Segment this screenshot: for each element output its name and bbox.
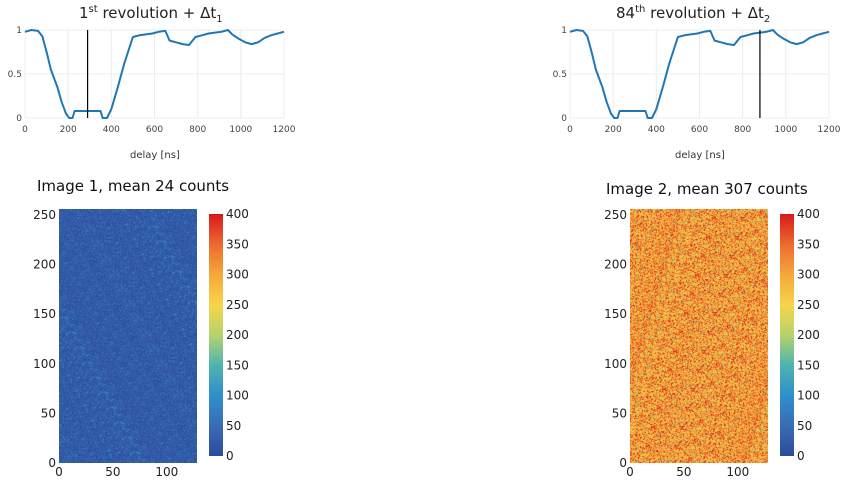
title-sub: 2 [763, 14, 771, 25]
title-sub: 1 [216, 14, 223, 25]
colorbar-tick-label: 150 [226, 358, 249, 372]
colorbar-tick-label: 350 [226, 237, 249, 251]
x-tick-label: 1000 [229, 125, 252, 135]
colorbar-tick-label: 350 [797, 237, 820, 251]
heatmap-2-title: Image 2, mean 307 counts [606, 180, 808, 198]
line-chart-2: 0 200 400 600 800 1000 1200 0 0.5 1 [553, 26, 841, 135]
heatmap-1-axes: 0 50 100 0 50 100 150 200 250 0 50 100 150 200 250 300 3… [33, 207, 249, 479]
x-tick-label: 600 [691, 125, 708, 135]
heatmap-2-axes: 0 50 100 0 50 100 150 200 250 0 50 100 150 200 250 300 3… [604, 207, 820, 479]
x-tick-label: 600 [146, 125, 163, 135]
y-tick-label: 50 [41, 406, 56, 420]
x-tick-label: 400 [648, 125, 665, 135]
y-tick-label: 250 [33, 208, 56, 222]
colorbar-tick-label: 50 [797, 419, 812, 433]
series-line [569, 29, 830, 119]
colorbar-tick-label: 100 [797, 389, 820, 403]
x-tick-label: 0 [567, 125, 573, 135]
heatmap-1-image [59, 209, 197, 463]
x-tick-label: 0 [22, 125, 28, 135]
x-tick-label: 0 [55, 465, 63, 479]
y-tick-label: 0 [16, 114, 22, 124]
y-tick-label: 0 [561, 114, 567, 124]
x-tick-label: 200 [605, 125, 622, 135]
series-line [24, 29, 285, 119]
y-tick-label: 150 [33, 307, 56, 321]
colorbar-tick-label: 200 [797, 328, 820, 342]
colorbar-tick-label: 200 [226, 328, 249, 342]
x-tick-label: 1200 [273, 125, 296, 135]
y-tick-label: 200 [33, 258, 56, 272]
x-tick-label: 800 [189, 125, 206, 135]
colorbar [780, 214, 794, 456]
y-tick-label: 100 [604, 357, 627, 371]
colorbar [209, 214, 223, 456]
x-tick-label: 1200 [818, 125, 841, 135]
colorbar-tick-label: 0 [226, 449, 234, 463]
colorbar-tick-label: 300 [797, 268, 820, 282]
y-tick-label: 0.5 [8, 70, 22, 80]
x-tick-label: 400 [103, 125, 120, 135]
line-chart-2-title: 84th revolution + Δt2 [616, 4, 770, 25]
x-tick-label: 1000 [774, 125, 797, 135]
colorbar-tick-label: 100 [226, 389, 249, 403]
title-main: 84 [616, 4, 636, 22]
line-chart-1-xlabel: delay [ns] [130, 150, 180, 161]
y-tick-label: 1 [16, 26, 22, 36]
y-tick-label: 0.5 [553, 70, 567, 80]
line-chart-1: 0 200 400 600 800 1000 1200 0 0.5 1 [8, 26, 296, 135]
y-tick-label: 0 [48, 456, 56, 470]
heatmap-1-title: Image 1, mean 24 counts [37, 177, 230, 195]
x-tick-label: 50 [105, 465, 120, 479]
y-tick-label: 1 [561, 26, 567, 36]
heatmap-2-image [630, 209, 768, 463]
y-tick-label: 50 [612, 406, 627, 420]
colorbar-tick-label: 50 [226, 419, 241, 433]
x-tick-label: 0 [626, 465, 634, 479]
colorbar-tick-label: 400 [797, 207, 820, 221]
x-tick-label: 200 [60, 125, 77, 135]
y-tick-label: 100 [33, 357, 56, 371]
x-tick-label: 800 [734, 125, 751, 135]
y-tick-label: 250 [604, 208, 627, 222]
line-chart-2-xlabel: delay [ns] [675, 150, 725, 161]
colorbar-tick-label: 250 [797, 298, 820, 312]
colorbar-tick-label: 250 [226, 298, 249, 312]
title-rest: revolution + Δt [97, 4, 217, 22]
y-tick-label: 0 [619, 456, 627, 470]
title-rest: revolution + Δt [645, 4, 764, 22]
line-chart-1-title: 1st revolution + Δt1 [79, 4, 223, 25]
title-main: 1 [79, 4, 89, 22]
colorbar-tick-label: 0 [797, 449, 805, 463]
colorbar-tick-label: 150 [797, 358, 820, 372]
x-tick-label: 100 [155, 465, 178, 479]
title-sup: st [88, 4, 98, 15]
colorbar-tick-label: 300 [226, 268, 249, 282]
y-tick-label: 200 [604, 258, 627, 272]
colorbar-tick-label: 400 [226, 207, 249, 221]
x-tick-label: 100 [726, 465, 749, 479]
title-sup: th [635, 4, 646, 15]
x-tick-label: 50 [676, 465, 691, 479]
y-tick-label: 150 [604, 307, 627, 321]
